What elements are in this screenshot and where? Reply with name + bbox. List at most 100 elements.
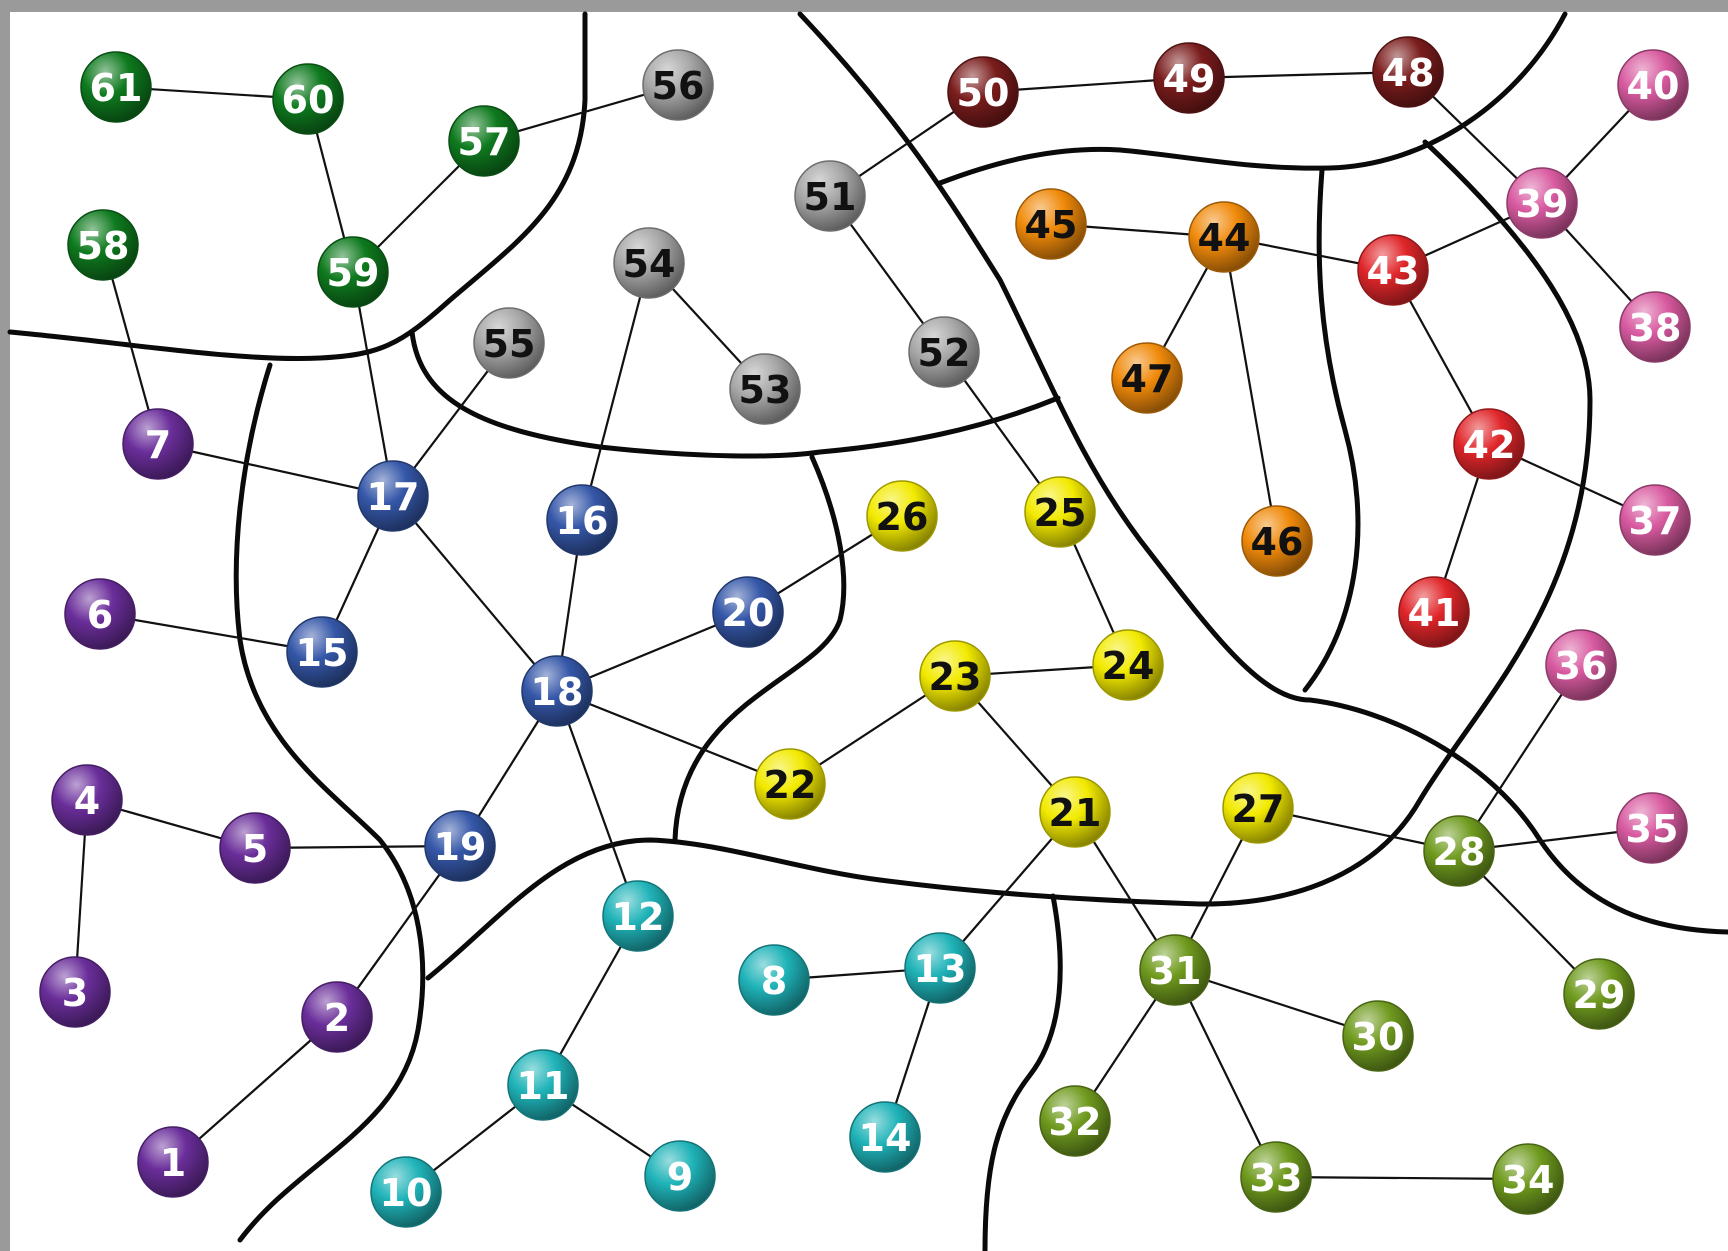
node-52: 52 bbox=[908, 316, 980, 388]
node-circle bbox=[370, 1156, 442, 1228]
node-circle bbox=[1619, 291, 1691, 363]
node-circle bbox=[39, 956, 111, 1028]
edge-18-22 bbox=[556, 689, 791, 786]
node-circle bbox=[448, 105, 520, 177]
node-circle bbox=[122, 408, 194, 480]
node-label: 42 bbox=[1463, 423, 1516, 467]
node-5: 5 bbox=[219, 812, 291, 884]
node-4: 4 bbox=[51, 764, 123, 836]
node-circle bbox=[507, 1049, 579, 1121]
node-33: 33 bbox=[1240, 1141, 1312, 1213]
node-circle bbox=[67, 209, 139, 281]
node-circle bbox=[1398, 576, 1470, 648]
node-label: 36 bbox=[1555, 644, 1608, 688]
node-35: 35 bbox=[1616, 792, 1688, 864]
node-label: 8 bbox=[761, 959, 787, 1003]
node-32: 32 bbox=[1039, 1085, 1111, 1157]
node-22: 22 bbox=[754, 748, 826, 820]
node-39: 39 bbox=[1506, 167, 1578, 239]
node-43: 43 bbox=[1357, 234, 1429, 306]
node-27: 27 bbox=[1222, 772, 1294, 844]
node-34: 34 bbox=[1492, 1143, 1564, 1215]
node-58: 58 bbox=[67, 209, 139, 281]
node-55: 55 bbox=[473, 307, 545, 379]
node-label: 53 bbox=[739, 368, 792, 412]
node-51: 51 bbox=[794, 160, 866, 232]
node-label: 45 bbox=[1025, 203, 1078, 247]
node-circle bbox=[866, 480, 938, 552]
edge-16-54 bbox=[580, 262, 651, 521]
node-label: 25 bbox=[1034, 491, 1087, 535]
node-circle bbox=[1015, 188, 1087, 260]
node-label: 11 bbox=[517, 1064, 570, 1108]
boundary-line bbox=[233, 362, 426, 1243]
node-circle bbox=[1453, 408, 1525, 480]
node-circle bbox=[473, 307, 545, 379]
node-circle bbox=[1357, 234, 1429, 306]
node-label: 1 bbox=[160, 1141, 186, 1185]
node-40: 40 bbox=[1617, 49, 1689, 121]
node-60: 60 bbox=[272, 63, 344, 135]
node-label: 23 bbox=[929, 655, 982, 699]
node-circle bbox=[317, 236, 389, 308]
node-14: 14 bbox=[849, 1101, 921, 1173]
boundary-line bbox=[409, 329, 1061, 459]
node-label: 37 bbox=[1629, 499, 1682, 543]
node-61: 61 bbox=[80, 51, 152, 123]
node-label: 33 bbox=[1250, 1156, 1303, 1200]
node-29: 29 bbox=[1563, 958, 1635, 1030]
node-17: 17 bbox=[357, 460, 429, 532]
node-59: 59 bbox=[317, 236, 389, 308]
node-label: 3 bbox=[62, 971, 88, 1015]
node-56: 56 bbox=[642, 49, 714, 121]
node-36: 36 bbox=[1545, 629, 1617, 701]
node-label: 2 bbox=[324, 996, 350, 1040]
node-10: 10 bbox=[370, 1156, 442, 1228]
node-circle bbox=[1111, 342, 1183, 414]
node-3: 3 bbox=[39, 956, 111, 1028]
node-circle bbox=[1222, 772, 1294, 844]
node-label: 61 bbox=[90, 66, 143, 110]
node-circle bbox=[357, 460, 429, 532]
node-circle bbox=[546, 484, 618, 556]
node-label: 52 bbox=[918, 331, 971, 375]
boundary-line bbox=[425, 139, 1593, 981]
node-20: 20 bbox=[712, 576, 784, 648]
node-23: 23 bbox=[919, 640, 991, 712]
node-circle bbox=[947, 56, 1019, 128]
node-label: 4 bbox=[74, 779, 100, 823]
node-circle bbox=[642, 49, 714, 121]
node-7: 7 bbox=[122, 408, 194, 480]
node-label: 16 bbox=[556, 499, 609, 543]
node-label: 38 bbox=[1629, 306, 1682, 350]
node-38: 38 bbox=[1619, 291, 1691, 363]
node-label: 19 bbox=[434, 825, 487, 869]
node-28: 28 bbox=[1423, 815, 1495, 887]
node-9: 9 bbox=[644, 1140, 716, 1212]
node-11: 11 bbox=[507, 1049, 579, 1121]
node-30: 30 bbox=[1342, 1000, 1414, 1072]
node-label: 43 bbox=[1367, 249, 1420, 293]
node-46: 46 bbox=[1241, 505, 1313, 577]
edge-28-36 bbox=[1458, 664, 1582, 852]
boundary-line bbox=[7, 11, 588, 361]
node-18: 18 bbox=[521, 655, 593, 727]
node-19: 19 bbox=[424, 810, 496, 882]
node-49: 49 bbox=[1153, 42, 1225, 114]
node-label: 30 bbox=[1352, 1015, 1405, 1059]
node-31: 31 bbox=[1139, 934, 1211, 1006]
node-circle bbox=[1039, 1085, 1111, 1157]
node-25: 25 bbox=[1024, 476, 1096, 548]
node-21: 21 bbox=[1039, 776, 1111, 848]
node-circle bbox=[849, 1101, 921, 1173]
boundary-line bbox=[982, 893, 1063, 1251]
edge-17-59 bbox=[351, 271, 395, 497]
node-label: 31 bbox=[1149, 949, 1202, 993]
node-circle bbox=[1139, 934, 1211, 1006]
node-label: 55 bbox=[483, 322, 536, 366]
node-label: 54 bbox=[623, 242, 676, 286]
node-circle bbox=[80, 51, 152, 123]
node-circle bbox=[301, 981, 373, 1053]
